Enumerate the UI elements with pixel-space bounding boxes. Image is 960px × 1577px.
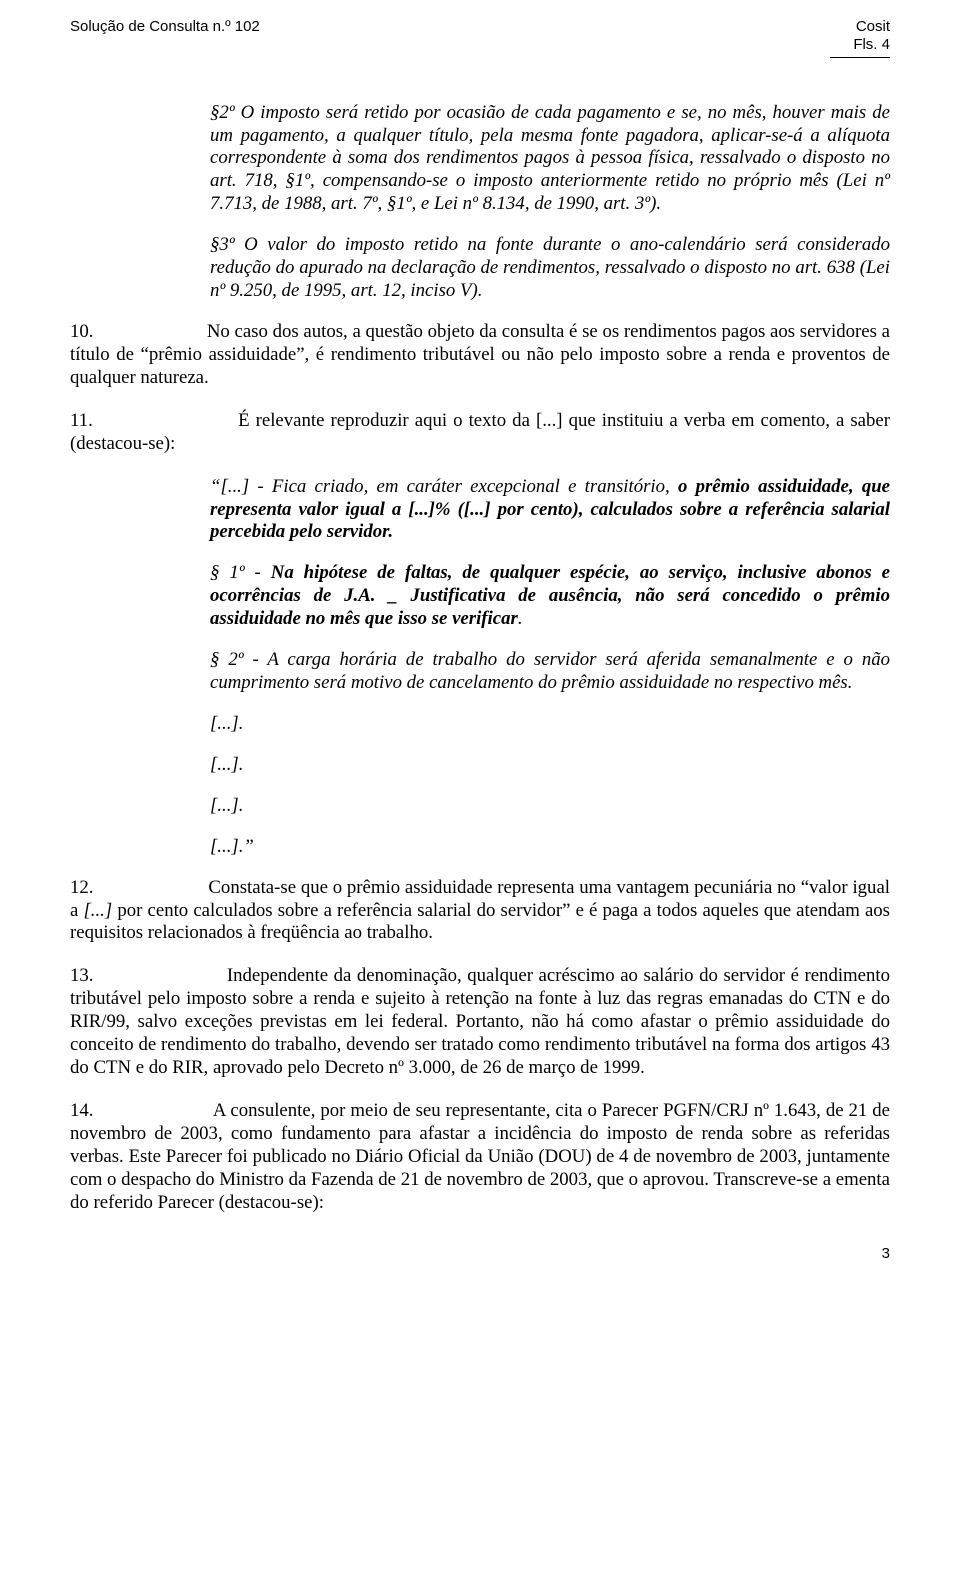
q2-b: Na hipótese de faltas, de qualquer espéc…	[210, 562, 890, 629]
page-header: Solução de Consulta n.º 102 Cosit Fls. 4	[70, 18, 890, 55]
header-right-top: Cosit	[853, 18, 890, 36]
indent-p1: §2º O imposto será retido por ocasião de…	[210, 102, 890, 217]
paragraph-11: 11. É relevante reproduzir aqui o texto …	[70, 410, 890, 456]
p13-num: 13.	[70, 965, 93, 986]
indent-p2: §3º O valor do imposto retido na fonte d…	[210, 234, 890, 303]
header-rule	[830, 57, 890, 58]
p12-num: 12.	[70, 877, 93, 898]
q2-a: § 1º -	[210, 562, 271, 583]
q1-a: “[...] - Fica criado, em caráter excepci…	[210, 476, 678, 497]
p12-gap	[93, 877, 208, 898]
legal-indent-block: §2º O imposto será retido por ocasião de…	[210, 102, 890, 303]
quote-p3: § 2º - A carga horária de trabalho do se…	[210, 649, 890, 695]
quote-block: “[...] - Fica criado, em caráter excepci…	[210, 476, 890, 859]
quote-omit4: [...].”	[210, 836, 890, 859]
header-right: Cosit Fls. 4	[853, 18, 890, 55]
quote-omit2: [...].	[210, 754, 890, 777]
paragraph-12: 12. Constata-se que o prêmio assiduidade…	[70, 877, 890, 946]
p12-text-c: por cento calculados sobre a referência …	[70, 900, 890, 944]
p11-gap	[93, 410, 238, 431]
p10-gap	[93, 321, 206, 342]
quote-omit1: [...].	[210, 713, 890, 736]
header-right-bottom: Fls. 4	[853, 36, 890, 54]
p11-num: 11.	[70, 410, 93, 431]
p14-num: 14.	[70, 1100, 93, 1121]
p13-gap	[93, 965, 226, 986]
quote-p1: “[...] - Fica criado, em caráter excepci…	[210, 476, 890, 545]
page-number: 3	[70, 1245, 890, 1263]
p12-text-b: [...]	[83, 900, 112, 921]
header-left: Solução de Consulta n.º 102	[70, 18, 260, 55]
quote-p2: § 1º - Na hipótese de faltas, de qualque…	[210, 562, 890, 631]
paragraph-13: 13. Independente da denominação, qualque…	[70, 965, 890, 1080]
p14-gap	[93, 1100, 212, 1121]
quote-omit3: [...].	[210, 795, 890, 818]
paragraph-10: 10. No caso dos autos, a questão objeto …	[70, 321, 890, 390]
p10-num: 10.	[70, 321, 93, 342]
q2-c: .	[518, 608, 523, 629]
paragraph-14: 14. A consulente, por meio de seu repres…	[70, 1100, 890, 1215]
